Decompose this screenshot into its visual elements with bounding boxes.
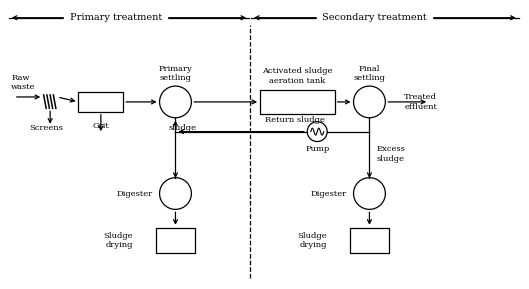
Text: Return sludge: Return sludge: [265, 116, 325, 124]
Text: Sludge
drying: Sludge drying: [104, 232, 133, 249]
Bar: [78, 92, 123, 112]
Text: Raw
waste: Raw waste: [11, 74, 36, 91]
Text: Primary
settling: Primary settling: [159, 65, 193, 82]
Bar: [260, 90, 335, 114]
Text: Excess
sludge: Excess sludge: [377, 145, 406, 162]
Bar: [350, 228, 389, 253]
Bar: [156, 228, 195, 253]
Text: Digester: Digester: [311, 190, 347, 197]
Text: sludge: sludge: [169, 124, 197, 132]
Text: Secondary treatment: Secondary treatment: [322, 13, 427, 22]
Text: Digester: Digester: [117, 190, 153, 197]
Text: Final
settling: Final settling: [353, 65, 386, 82]
Text: Grit: Grit: [93, 122, 110, 130]
Text: Primary treatment: Primary treatment: [70, 13, 162, 22]
Text: Sludge
drying: Sludge drying: [297, 232, 327, 249]
Text: Activated sludge
aeration tank: Activated sludge aeration tank: [262, 67, 333, 85]
Text: Pump: Pump: [305, 145, 330, 153]
Text: Treated
effluent: Treated effluent: [404, 93, 437, 110]
Text: Screens: Screens: [29, 124, 63, 132]
